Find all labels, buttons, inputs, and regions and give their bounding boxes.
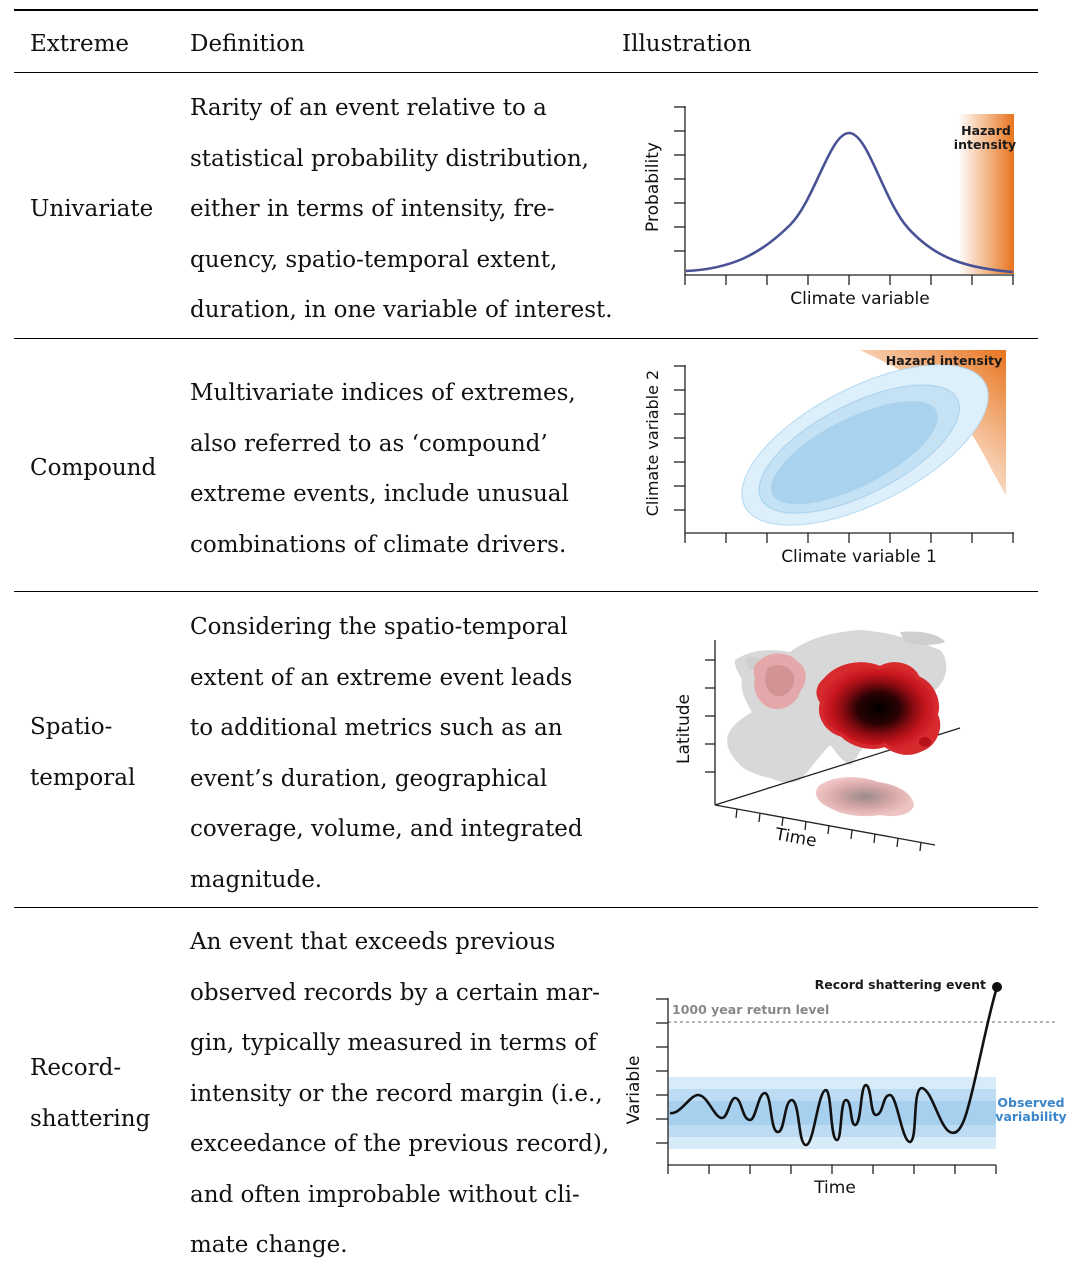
definition-line: magnitude. — [190, 866, 323, 893]
definition-line: also referred to as ‘compound’ — [190, 430, 548, 457]
y-axis-label: Climate variable 2 — [643, 370, 662, 516]
event-projection-blob — [815, 777, 914, 817]
probability-curve — [685, 131, 1014, 274]
row-univariate-definition: Rarity of an event relative to a statist… — [190, 83, 613, 336]
row-name-line: Univariate — [30, 196, 154, 222]
row-recordshattering-name: Record- shattering — [30, 1043, 180, 1144]
univariate-illustration: Hazard intensity Probability Climate var… — [643, 106, 1016, 309]
definition-line: extreme events, include unusual — [190, 481, 569, 507]
definition-line: intensity or the record margin (i.e., — [190, 1080, 603, 1107]
definition-line: gin, typically measured in terms of — [190, 1030, 597, 1056]
x-axis-label: Time — [813, 1178, 856, 1198]
row-divider-3 — [14, 907, 1038, 908]
definition-line: extent of an extreme event leads — [190, 664, 573, 691]
compound-illustration: Hazard intensity Climate variable 2 Clim… — [643, 350, 1014, 567]
definition-line: combinations of climate drivers. — [190, 531, 567, 558]
observed-label-line1: Observed — [997, 1095, 1064, 1110]
definition-line: either in terms of intensity, fre- — [190, 196, 555, 222]
header-rule — [14, 72, 1038, 73]
definition-line: and often improbable without cli- — [190, 1181, 580, 1208]
definition-line: statistical probability distribution, — [190, 145, 589, 172]
extreme-event-blob — [816, 662, 941, 755]
row-recordshattering-definition: An event that exceeds previous observed … — [190, 917, 610, 1271]
definition-line: to additional metrics such as an — [190, 715, 563, 741]
table-top-rule — [14, 9, 1038, 11]
row-name-line: shattering — [30, 1105, 151, 1132]
definition-line: quency, spatio-temporal extent, — [190, 246, 558, 273]
row-divider-1 — [14, 338, 1038, 339]
recordshattering-illustration: Record shattering event 1000 year return… — [624, 977, 1067, 1198]
row-name-line: temporal — [30, 764, 136, 791]
definition-line: An event that exceeds previous — [190, 929, 556, 955]
definition-line: duration, in one variable of interest. — [190, 297, 613, 323]
definition-line: observed records by a certain mar- — [190, 979, 601, 1006]
row-name-line: Record- — [30, 1055, 122, 1081]
variable-timeseries — [669, 986, 999, 1147]
definition-line: Multivariate indices of extremes, — [190, 380, 576, 406]
spatiotemporal-illustration: Latitude Time — [674, 630, 961, 852]
row-spatiotemporal-definition: Considering the spatio-temporal extent o… — [190, 602, 600, 905]
record-event-marker — [992, 982, 1002, 992]
definition-line: mate change. — [190, 1232, 348, 1258]
ellipse-inner — [770, 401, 938, 505]
row-spatiotemporal-name: Spatio- temporal — [30, 702, 180, 803]
definition-line: event’s duration, geographical — [190, 765, 548, 792]
hazard-label: Hazard intensity — [886, 353, 1002, 368]
header-definition: Definition — [190, 31, 305, 57]
row-name-line: Compound — [30, 455, 157, 481]
header-extreme: Extreme — [30, 31, 130, 57]
x-axis-label: Climate variable — [790, 289, 929, 309]
observed-label-line2: variability — [995, 1109, 1066, 1124]
y-axis-label: Variable — [624, 1056, 644, 1125]
y-axis-label: Probability — [643, 142, 663, 232]
return-level-label: 1000 year return level — [672, 1002, 829, 1017]
row-compound-definition: Multivariate indices of extremes, also r… — [190, 368, 600, 570]
land-map-detail — [745, 631, 945, 670]
header-illustration: Illustration — [622, 31, 752, 57]
y-axis-label: Latitude — [674, 694, 694, 764]
definition-line: Rarity of an event relative to a — [190, 95, 547, 121]
row-name-line: Spatio- — [30, 714, 113, 740]
definition-line: Considering the spatio-temporal — [190, 614, 568, 640]
row-divider-2 — [14, 591, 1038, 592]
hazard-label-line2: intensity — [954, 137, 1016, 152]
row-univariate-name: Univariate — [30, 184, 180, 235]
definition-line: coverage, volume, and integrated — [190, 816, 583, 842]
hazard-band — [958, 114, 1014, 274]
record-event-label: Record shattering event — [815, 977, 986, 992]
row-compound-name: Compound — [30, 443, 180, 494]
x-axis-label: Time — [773, 824, 818, 851]
hazard-label-line1: Hazard — [961, 123, 1011, 138]
definition-line: exceedance of the previous record), — [190, 1131, 610, 1157]
x-axis-label: Climate variable 1 — [781, 547, 937, 567]
